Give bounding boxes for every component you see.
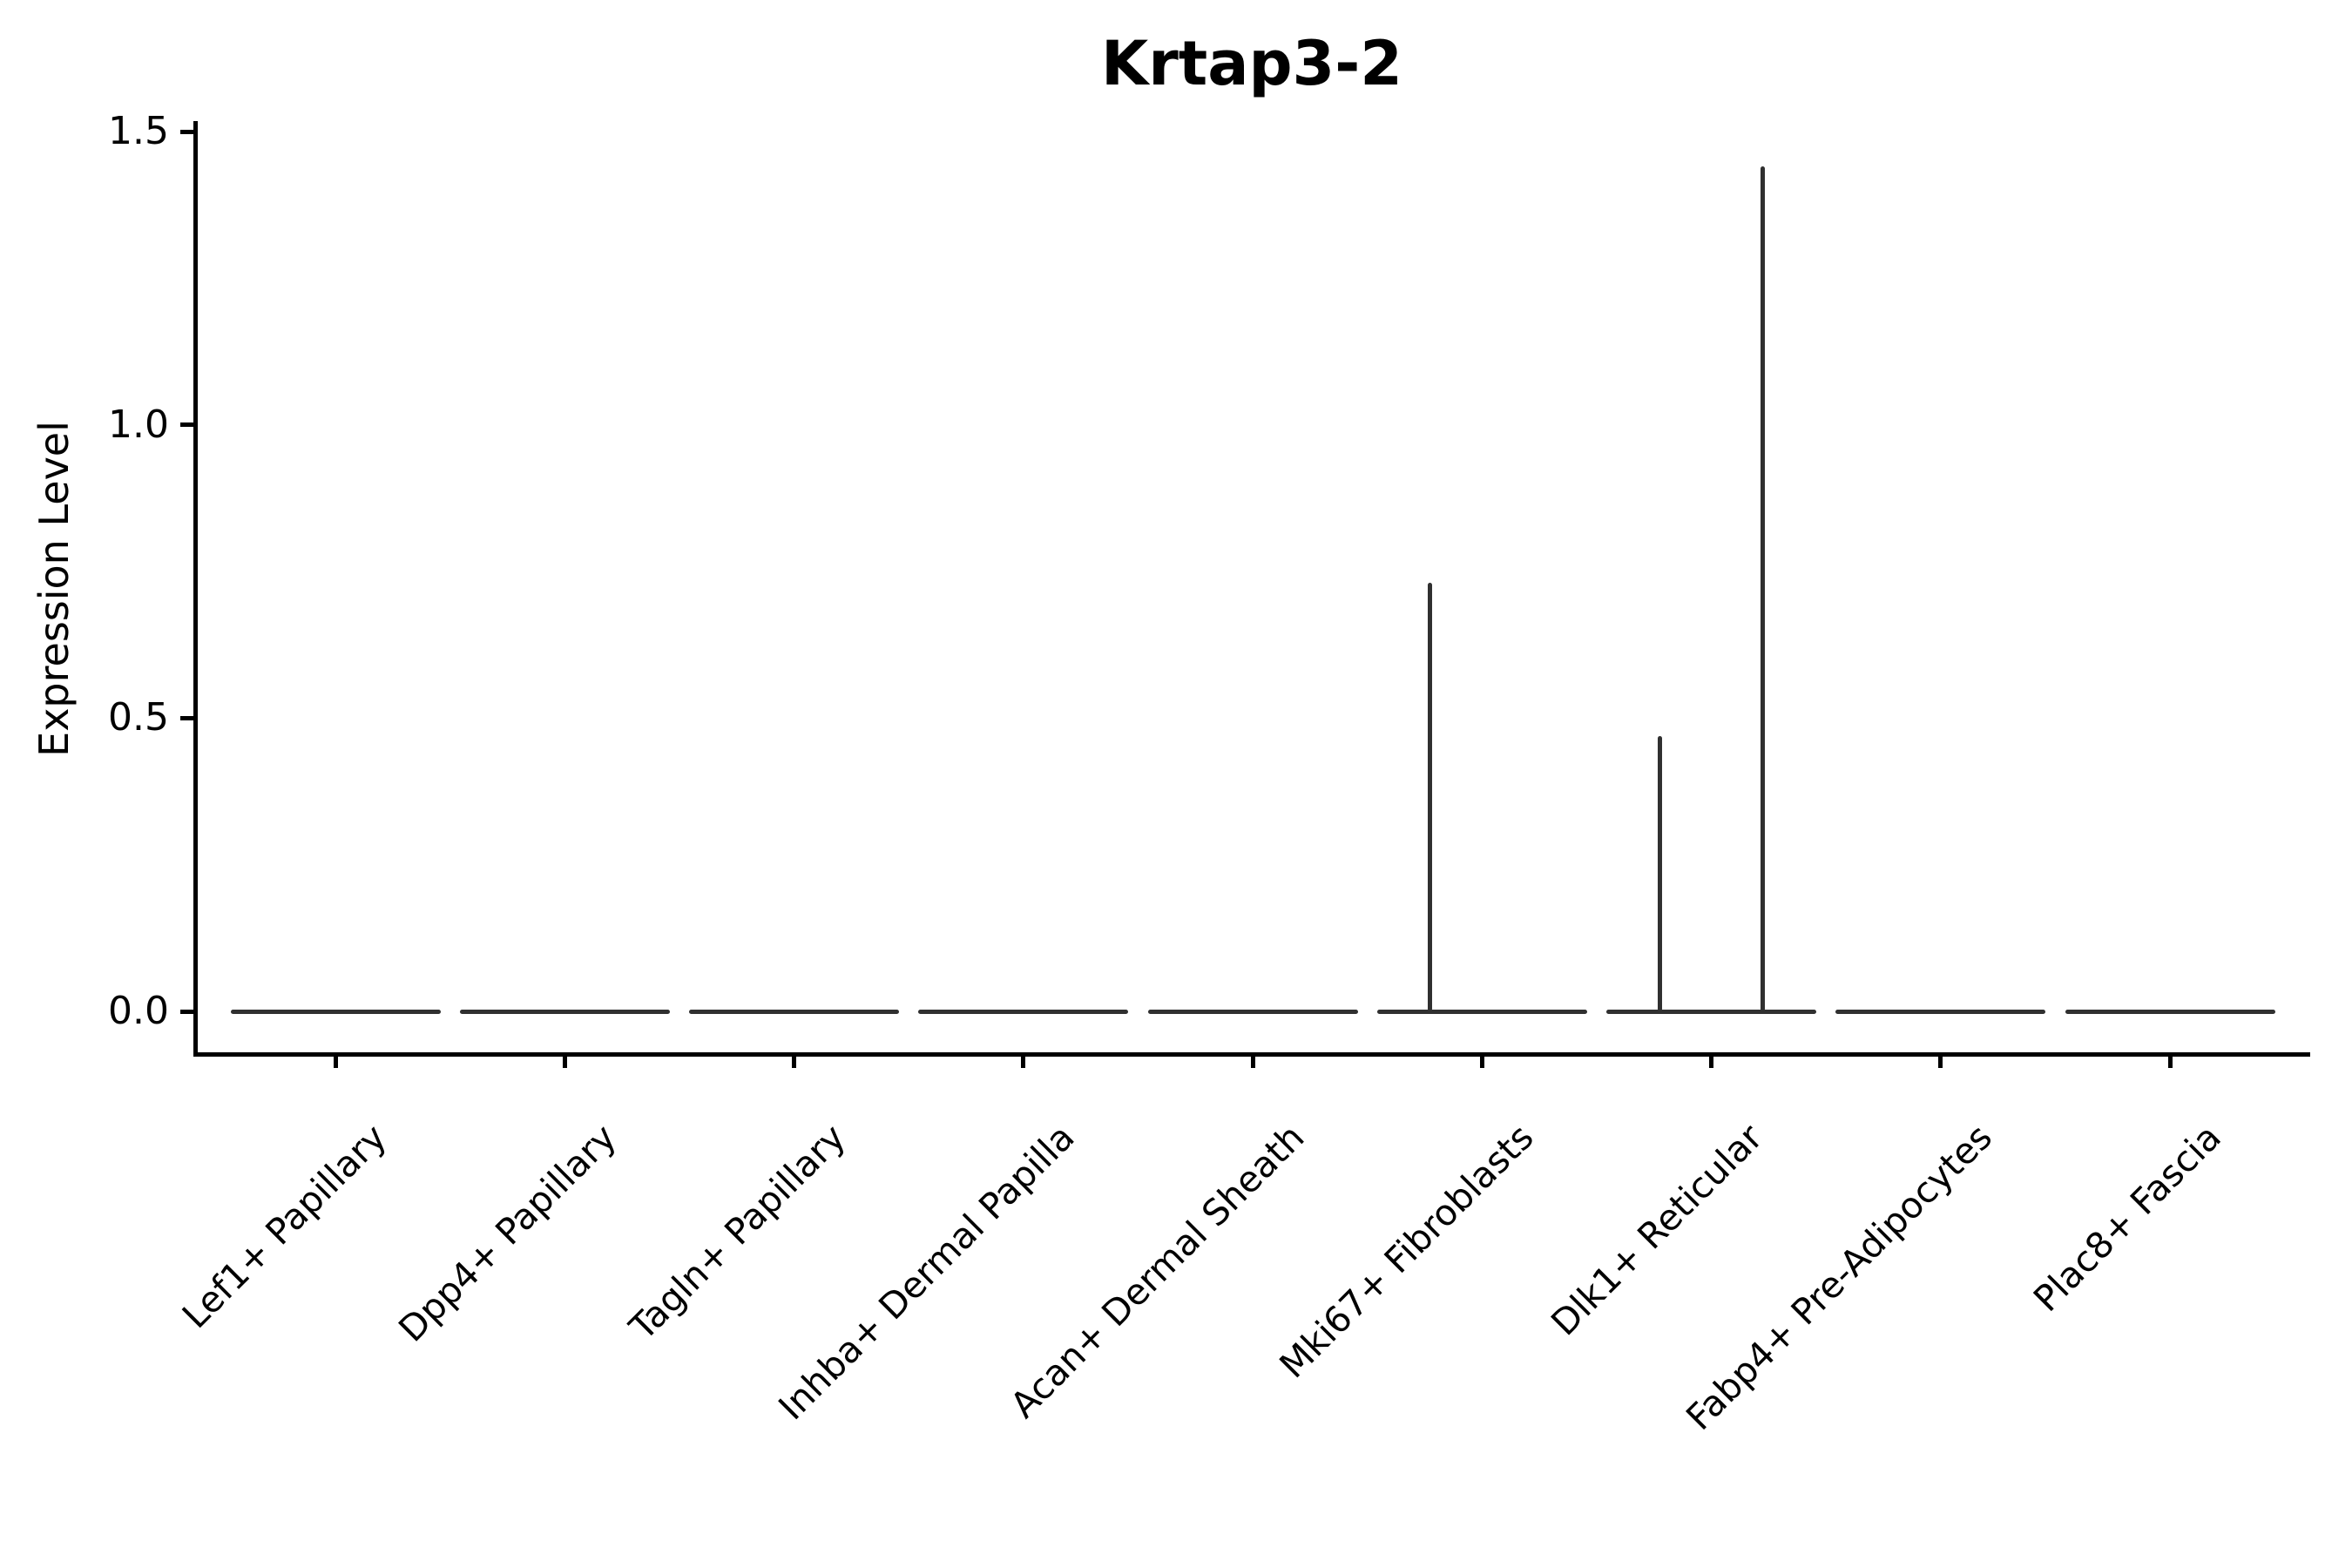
x-tick-mark bbox=[562, 1057, 567, 1068]
x-tick-mark bbox=[1479, 1057, 1484, 1068]
x-axis-category-label: Dpp4+ Papillary bbox=[390, 1116, 625, 1350]
x-tick-mark bbox=[333, 1057, 338, 1068]
x-tick-mark bbox=[1021, 1057, 1026, 1068]
y-tick-label: 0.0 bbox=[108, 989, 169, 1033]
y-axis-spine bbox=[193, 121, 198, 1057]
violin-baseline bbox=[230, 1009, 441, 1014]
x-axis-category-label: Lef1+ Papillary bbox=[174, 1116, 395, 1337]
y-tick-label: 1.5 bbox=[108, 109, 169, 153]
x-axis-category-label: Plac8+ Fascia bbox=[2025, 1116, 2230, 1321]
violin-baseline bbox=[1606, 1009, 1816, 1014]
x-axis-spine bbox=[193, 1052, 2310, 1057]
violin-baseline bbox=[1376, 1009, 1587, 1014]
x-tick-mark bbox=[1250, 1057, 1255, 1068]
x-axis-category-label: Mki67+ Fibroblasts bbox=[1271, 1116, 1542, 1387]
violin-baseline bbox=[1147, 1009, 1358, 1014]
x-tick-mark bbox=[792, 1057, 796, 1068]
y-tick-mark bbox=[180, 715, 193, 720]
x-tick-mark bbox=[1938, 1057, 1943, 1068]
violin-baseline bbox=[2065, 1009, 2275, 1014]
y-tick-mark bbox=[180, 1009, 193, 1014]
violin-baseline bbox=[1835, 1009, 2046, 1014]
y-tick-label: 0.5 bbox=[108, 695, 169, 740]
x-tick-mark bbox=[2167, 1057, 2173, 1068]
x-axis-category-label: Dlk1+ Reticular bbox=[1543, 1116, 1771, 1344]
violin-baseline bbox=[918, 1009, 1129, 1014]
y-tick-mark bbox=[180, 422, 193, 428]
violin-spike bbox=[1658, 735, 1663, 1011]
violin-spike bbox=[1427, 583, 1432, 1011]
violin-baseline bbox=[459, 1009, 670, 1014]
x-tick-mark bbox=[1709, 1057, 1713, 1068]
y-tick-mark bbox=[180, 129, 193, 134]
violin-spike bbox=[1760, 166, 1765, 1011]
plot-title: Krtap3-2 bbox=[1100, 28, 1403, 99]
y-tick-label: 1.0 bbox=[108, 402, 169, 447]
violin-baseline bbox=[689, 1009, 899, 1014]
x-axis-category-label: Tagln+ Papillary bbox=[621, 1116, 854, 1348]
